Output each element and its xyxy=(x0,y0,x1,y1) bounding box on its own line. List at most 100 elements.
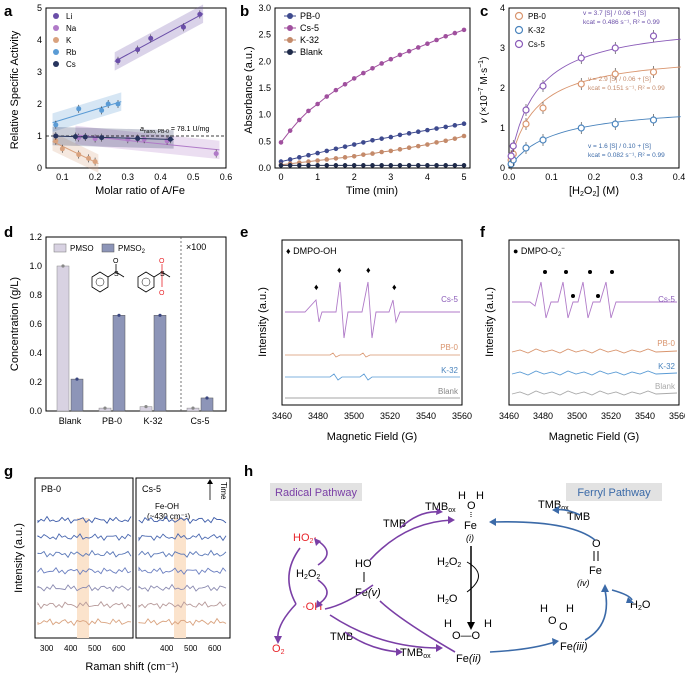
dot-icon xyxy=(596,294,600,298)
fit-line-k xyxy=(52,141,99,164)
tick-label: 300 xyxy=(40,644,54,653)
data-point-cs-5 xyxy=(351,76,357,81)
data-point-blank xyxy=(434,163,439,168)
highlight-band-left xyxy=(77,518,89,638)
bar-pmso2 xyxy=(153,315,167,412)
legend-blank: Blank xyxy=(284,47,323,57)
tick-label: 3 xyxy=(388,172,393,182)
category-label: Cs-5 xyxy=(190,416,209,426)
tick-label: 4 xyxy=(500,3,505,13)
tick-label: 2.5 xyxy=(258,30,271,40)
legend-cs5: Cs-5 xyxy=(284,23,319,33)
arrow-oh-feii xyxy=(329,614,441,649)
data-point-cs-5 xyxy=(315,101,320,107)
data-point-na xyxy=(125,136,131,142)
tick-label: 1.0 xyxy=(258,110,271,120)
data-point-k-32 xyxy=(425,142,430,147)
h2o2-left: H2O2 xyxy=(296,568,320,581)
raman-trace xyxy=(37,600,132,610)
data-point-rb xyxy=(99,107,105,113)
data-point-blank xyxy=(461,163,467,168)
legend-na: Na xyxy=(53,24,77,33)
x-ticks-c: 0.0 0.1 0.2 0.3 0.4 xyxy=(503,172,685,182)
x100-label: ×100 xyxy=(186,242,206,252)
title-g-right: Cs-5 xyxy=(142,484,161,494)
svg-text:Cs-5: Cs-5 xyxy=(300,23,319,33)
label-k32-f: K-32 xyxy=(658,362,675,371)
tick-label: 0.3 xyxy=(630,172,643,182)
tick-label: 1 xyxy=(315,172,320,182)
data-point-cs xyxy=(99,135,105,141)
data-point xyxy=(205,396,209,400)
equation-pb0: v = 2.9 [S] / 0.06 + [S] xyxy=(588,76,651,83)
x-ticks-e: 3460 3480 3500 3520 3540 3560 xyxy=(272,411,472,421)
data-point-rb xyxy=(115,101,121,107)
fit-curve-cs-5 xyxy=(510,38,681,159)
kcat-pb0: kcat = 0.151 s⁻¹, R² = 0.99 xyxy=(588,85,665,92)
data-point-pb-0 xyxy=(287,157,293,162)
panel-e: e ♦ DMPO-OH ♦ ♦ ♦ ♦ Cs-5 PB-0 K-32 Blank… xyxy=(240,224,472,443)
data-point-cs-5 xyxy=(287,128,293,133)
water-h-right: H xyxy=(476,490,484,502)
radical-pathway-box xyxy=(270,483,362,501)
panel-label-b: b xyxy=(240,3,249,20)
svg-text:S: S xyxy=(160,271,165,278)
tick-label: 0.0 xyxy=(503,172,516,182)
data-point-na xyxy=(213,151,219,157)
tick-label: 1.5 xyxy=(258,83,271,93)
arrow-fev-fei xyxy=(369,519,453,561)
raman-trace xyxy=(37,515,132,524)
tick-label: 3540 xyxy=(635,411,655,421)
data-point-k-32 xyxy=(649,116,658,124)
raman-trace xyxy=(138,583,227,592)
tick-label: 0.0 xyxy=(29,406,42,416)
data-point-cs-5 xyxy=(370,65,375,71)
data-point-pb-0 xyxy=(379,136,384,141)
h2o-right: H2O xyxy=(630,599,651,612)
tick-label: 3560 xyxy=(669,411,685,421)
category-label: K-32 xyxy=(143,416,162,426)
arrow-feiv-fei xyxy=(491,521,596,541)
tick-label: 0.6 xyxy=(29,319,42,329)
data-point-pb-0 xyxy=(649,68,658,76)
legend-c-cs5: Cs-5 xyxy=(514,39,545,49)
bar-pmso2 xyxy=(112,315,126,412)
hoo-h2: H xyxy=(484,618,492,630)
data-point-cs-5 xyxy=(452,30,458,36)
diamond-icon: ♦ xyxy=(392,282,397,292)
panel-label-c: c xyxy=(480,3,488,20)
label-k32-e: K-32 xyxy=(441,366,458,375)
tick-label: 0.4 xyxy=(673,172,685,182)
data-point-pb-0 xyxy=(443,124,449,130)
data-point-li xyxy=(115,58,121,64)
legend-c-pb0: PB-0 xyxy=(514,11,546,21)
plot-frame-a xyxy=(45,7,227,169)
svg-text:O: O xyxy=(113,258,119,265)
data-point-cs-5 xyxy=(361,70,366,76)
kcat-cs5: kcat = 0.486 s⁻¹, R² = 0.99 xyxy=(583,19,660,26)
panel-f: f ● DMPO-O2− Cs-5 PB-0 K-32 Blank 3460 34… xyxy=(480,224,685,443)
raman-trace xyxy=(138,566,227,576)
raman-trace xyxy=(37,566,132,576)
trace-pb0-f xyxy=(511,348,678,354)
tick-label: 0.5 xyxy=(187,172,200,182)
tick-label: 0.4 xyxy=(154,172,167,182)
y-axis-label-g: Intensity (a.u.) xyxy=(13,523,25,593)
dot-icon xyxy=(610,270,614,274)
exchange-arrow xyxy=(466,561,479,593)
data-point-k-32 xyxy=(370,151,375,156)
tick-label: 3 xyxy=(500,43,505,53)
raman-trace xyxy=(138,601,227,610)
x-axis-label-c: [H2O2] (M) xyxy=(569,185,619,198)
tick-label: 2.0 xyxy=(258,56,271,66)
data-point-k-32 xyxy=(415,143,421,149)
legend-c-k32: K-32 xyxy=(514,25,545,35)
raman-traces xyxy=(37,515,227,627)
x-ticks-f: 3460 3480 3500 3520 3540 3560 xyxy=(499,411,685,421)
tick-label: 3.0 xyxy=(258,3,271,13)
annotation-a: anano, PB-0 = 78.1 U/mg xyxy=(140,126,209,135)
radical-arrows xyxy=(277,511,456,653)
legend-pmso: PMSO xyxy=(70,244,94,253)
ferryl-arrows xyxy=(489,508,633,653)
data-point-li xyxy=(180,24,186,30)
